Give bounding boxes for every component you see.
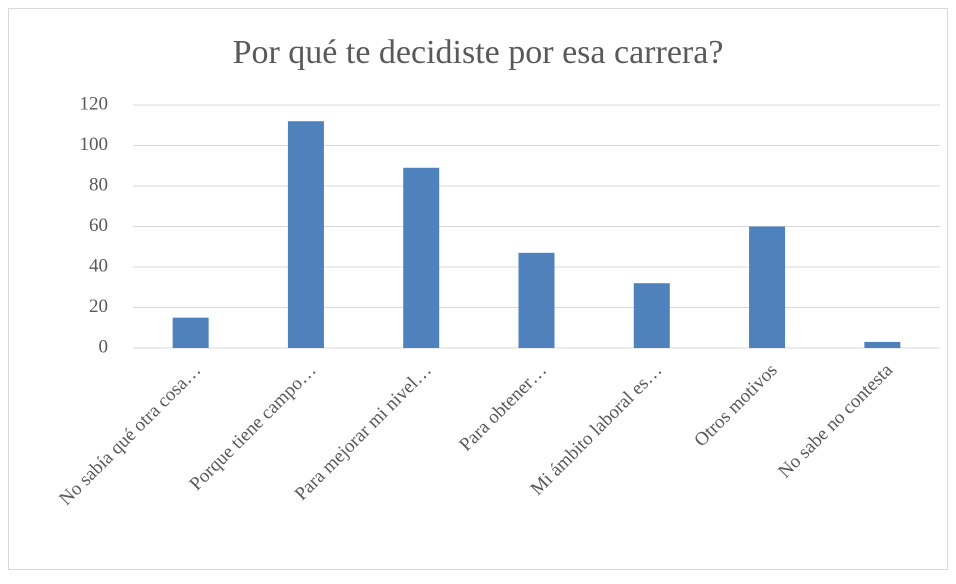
bar [864,341,901,348]
chart-border [8,8,948,570]
bar [633,283,670,348]
bar [749,226,786,348]
chart-title: Por qué te decidiste por esa carrera? [233,34,724,71]
y-tick-label: 0 [99,336,109,357]
bar [518,252,555,348]
y-tick-label: 100 [80,134,109,155]
y-tick-label: 80 [89,174,108,195]
y-tick-label: 20 [89,296,108,317]
bar [287,121,324,348]
bar [403,167,440,348]
bar [172,317,209,348]
y-tick-label: 40 [89,255,108,276]
y-tick-label: 60 [89,215,108,236]
y-tick-label: 120 [80,93,109,114]
